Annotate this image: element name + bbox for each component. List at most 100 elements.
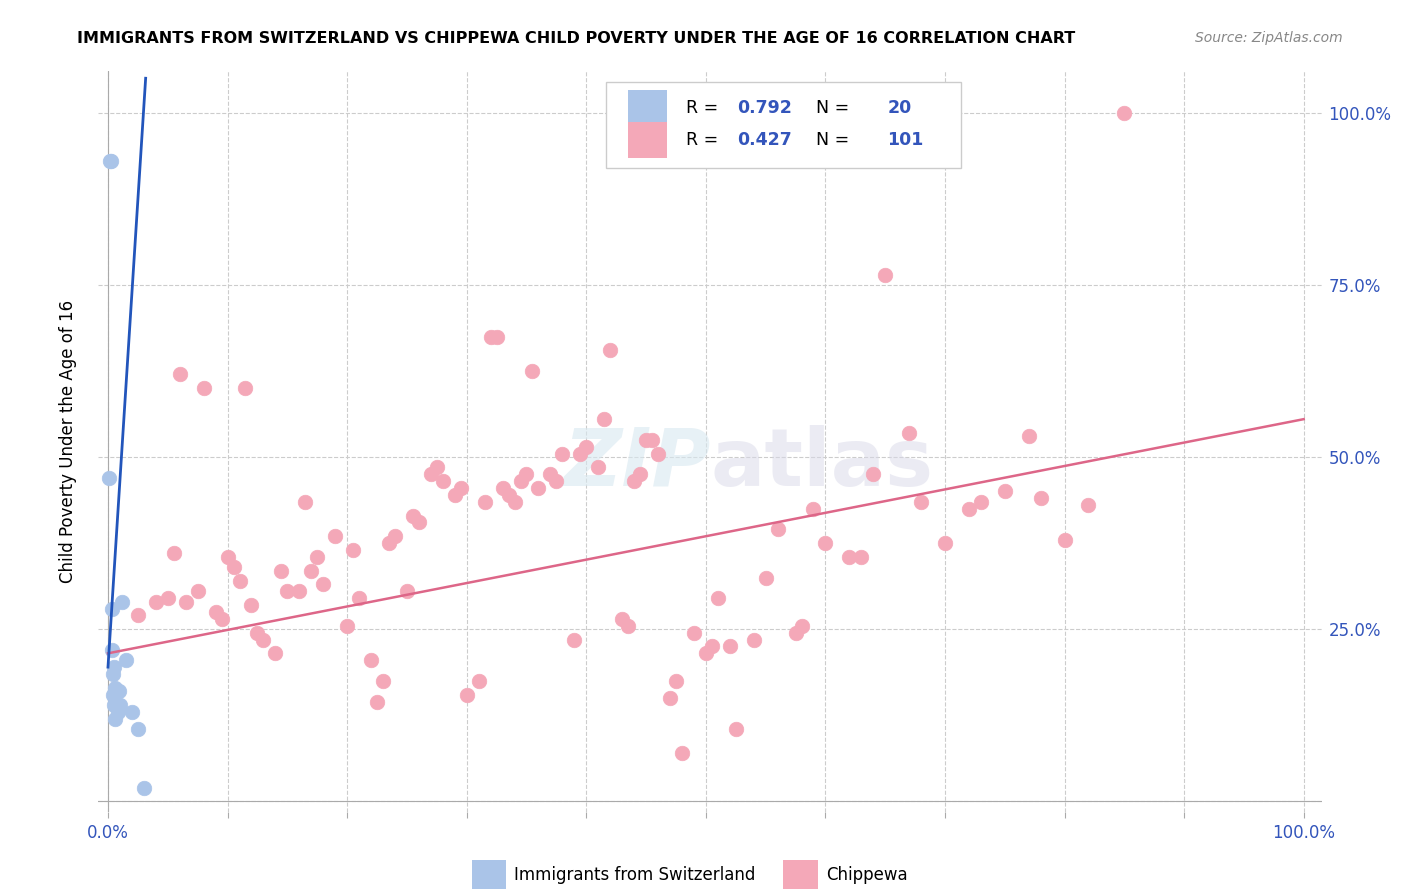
Point <box>101 667 124 681</box>
Point <box>742 632 765 647</box>
Point <box>838 549 860 564</box>
Point <box>103 660 125 674</box>
FancyBboxPatch shape <box>471 860 506 889</box>
Point <box>107 705 129 719</box>
Point <box>252 632 274 647</box>
Point <box>636 433 658 447</box>
Point <box>659 691 682 706</box>
Point <box>264 646 287 660</box>
Point <box>127 608 149 623</box>
Point <box>323 529 346 543</box>
Point <box>586 460 609 475</box>
Point <box>610 612 633 626</box>
Point <box>569 447 592 461</box>
Point <box>522 364 544 378</box>
Point <box>467 673 489 688</box>
Point <box>593 412 616 426</box>
Text: R =: R = <box>686 131 723 149</box>
Point <box>193 381 215 395</box>
Point <box>1053 533 1076 547</box>
Point <box>957 501 980 516</box>
Point <box>450 481 472 495</box>
FancyBboxPatch shape <box>606 82 960 168</box>
Point <box>121 705 143 719</box>
Point <box>527 481 550 495</box>
Point <box>222 560 245 574</box>
Point <box>294 495 316 509</box>
Point <box>724 722 747 736</box>
Point <box>169 368 191 382</box>
Point <box>755 570 778 584</box>
Point <box>371 673 394 688</box>
Point <box>1018 429 1040 443</box>
Text: N =: N = <box>806 99 855 117</box>
Point <box>360 653 382 667</box>
Point <box>546 474 568 488</box>
Point <box>575 440 598 454</box>
Point <box>665 673 688 688</box>
Point <box>910 495 932 509</box>
Point <box>347 591 370 606</box>
Point <box>641 433 664 447</box>
Point <box>103 698 125 712</box>
FancyBboxPatch shape <box>628 90 668 126</box>
Text: Source: ZipAtlas.com: Source: ZipAtlas.com <box>1195 31 1343 45</box>
Point <box>145 595 167 609</box>
Point <box>538 467 561 482</box>
Point <box>623 474 645 488</box>
Point <box>100 601 122 615</box>
Point <box>814 536 837 550</box>
Point <box>100 643 122 657</box>
FancyBboxPatch shape <box>783 860 818 889</box>
Point <box>156 591 179 606</box>
Text: IMMIGRANTS FROM SWITZERLAND VS CHIPPEWA CHILD POVERTY UNDER THE AGE OF 16 CORREL: IMMIGRANTS FROM SWITZERLAND VS CHIPPEWA … <box>77 31 1076 46</box>
Point <box>628 467 651 482</box>
Text: ZIP: ZIP <box>562 425 710 503</box>
Point <box>115 653 138 667</box>
Point <box>509 474 531 488</box>
Point <box>100 153 122 168</box>
Point <box>599 343 621 358</box>
FancyBboxPatch shape <box>628 122 668 158</box>
Point <box>617 619 640 633</box>
Text: Immigrants from Switzerland: Immigrants from Switzerland <box>515 865 755 884</box>
Point <box>498 488 520 502</box>
Point <box>515 467 537 482</box>
Point <box>994 484 1017 499</box>
Point <box>851 549 873 564</box>
Point <box>1077 498 1099 512</box>
Point <box>342 543 364 558</box>
Point <box>228 574 250 588</box>
Point <box>240 598 263 612</box>
Point <box>105 698 128 712</box>
Point <box>299 564 322 578</box>
Point <box>785 625 807 640</box>
Point <box>707 591 730 606</box>
Point <box>217 549 239 564</box>
Text: 20: 20 <box>887 99 911 117</box>
Point <box>246 625 269 640</box>
Point <box>163 546 186 560</box>
Point <box>104 681 127 695</box>
Point <box>1114 105 1136 120</box>
Text: N =: N = <box>806 131 855 149</box>
Point <box>803 501 825 516</box>
Y-axis label: Child Poverty Under the Age of 16: Child Poverty Under the Age of 16 <box>59 300 77 583</box>
Point <box>1029 491 1052 506</box>
Point <box>204 605 226 619</box>
Point <box>479 329 502 343</box>
Point <box>562 632 585 647</box>
Point <box>378 536 401 550</box>
Point <box>647 447 669 461</box>
Point <box>456 688 478 702</box>
Point <box>276 584 298 599</box>
Point <box>551 447 574 461</box>
Point <box>408 516 430 530</box>
Point <box>270 564 292 578</box>
Point <box>695 646 717 660</box>
Text: 0.427: 0.427 <box>737 131 792 149</box>
Point <box>426 460 449 475</box>
Point <box>432 474 454 488</box>
Point <box>384 529 406 543</box>
Text: R =: R = <box>686 99 723 117</box>
